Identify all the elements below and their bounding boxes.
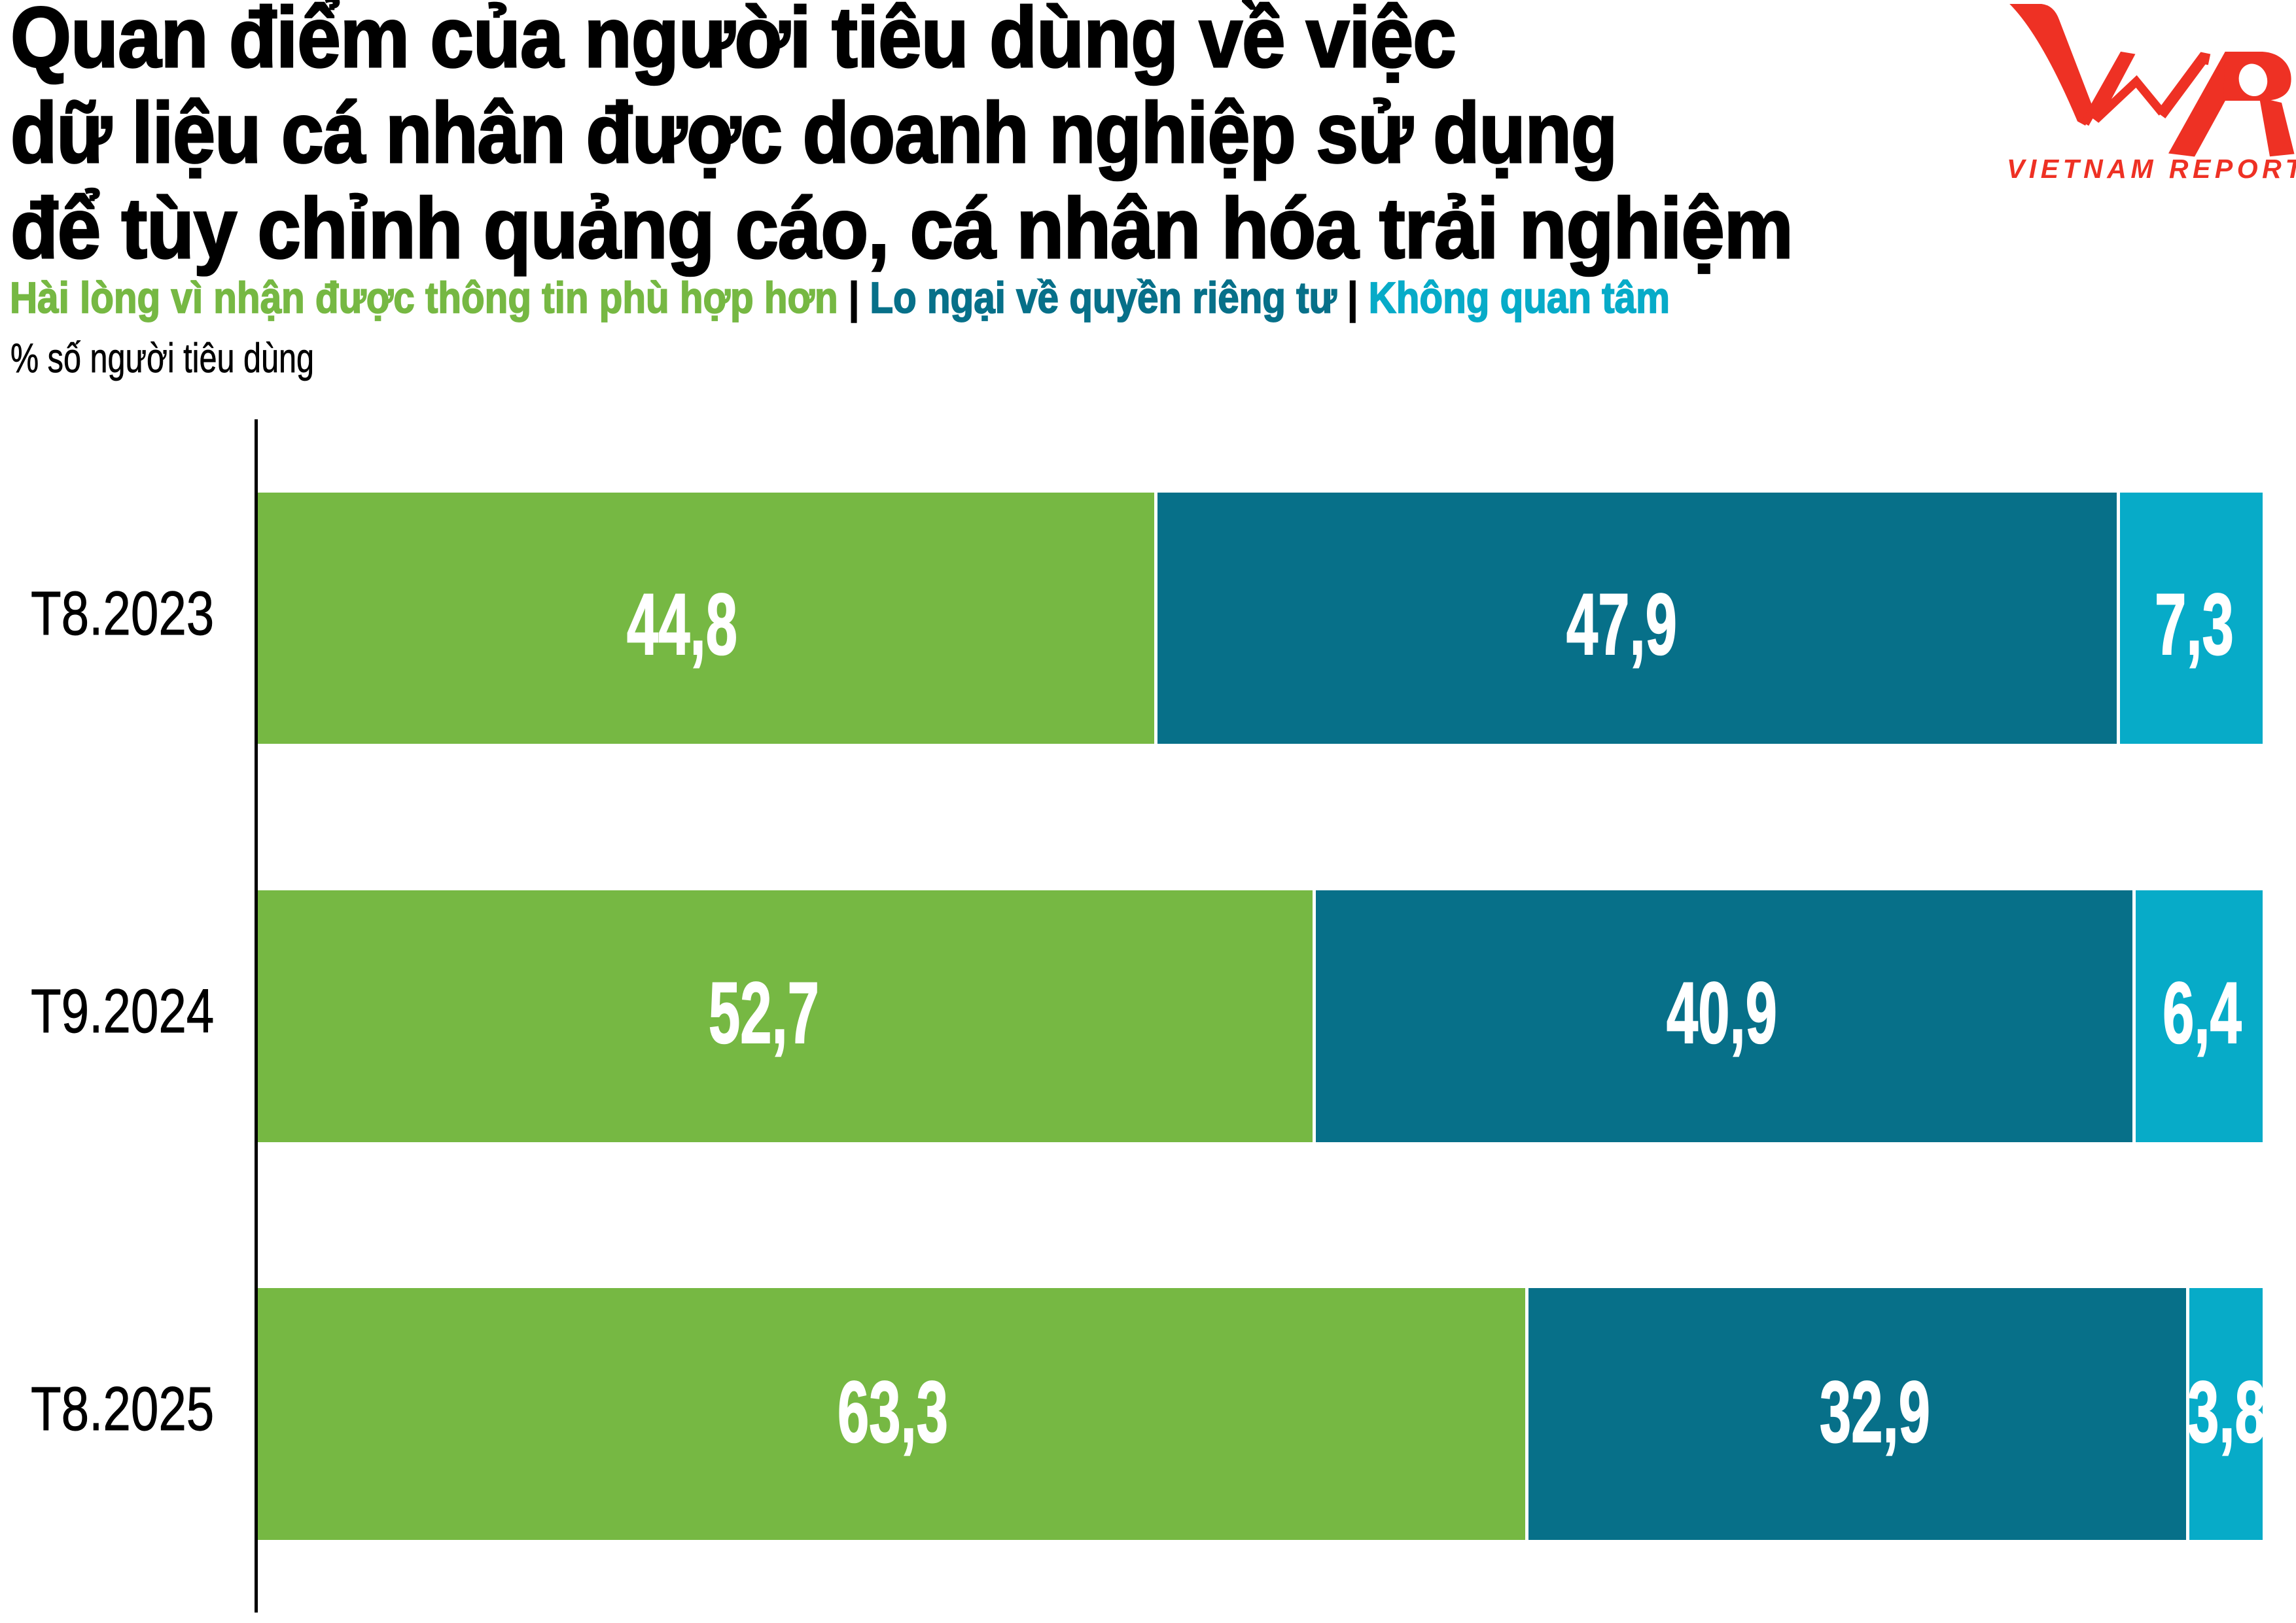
svg-text:VIETNAM REPORT: VIETNAM REPORT — [2007, 154, 2296, 184]
